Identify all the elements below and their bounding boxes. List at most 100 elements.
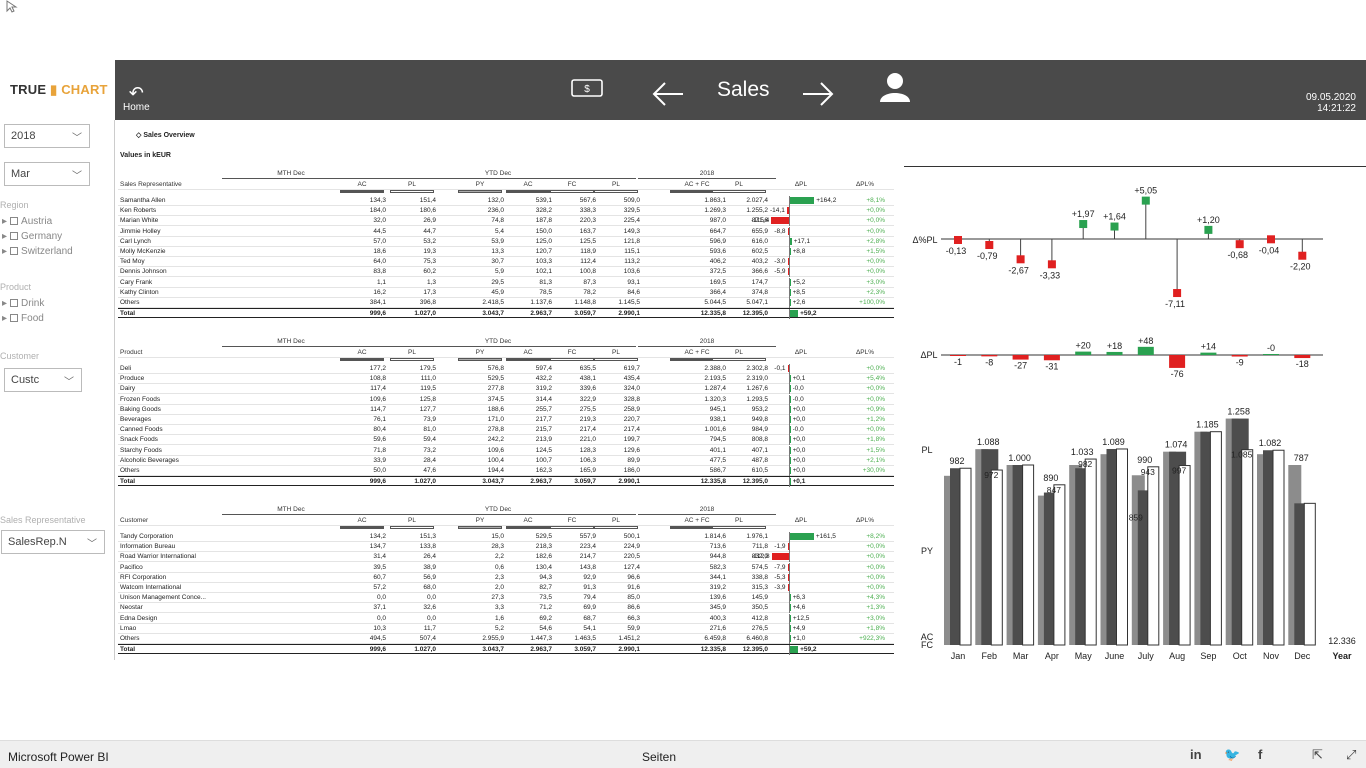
table-row[interactable]: Jimmie Holley 44,5 44,7 5,4 150,0 163,7 149,3 6…	[118, 226, 894, 237]
column-header: AC + FC	[684, 517, 710, 524]
table-row[interactable]: Road Warrior International 31,4 26,4 2,2 182…	[118, 552, 894, 563]
table-row[interactable]: Cary Frank 1,1 1,3 29,5 81,3 87,3 93,1 169,5 174…	[118, 277, 894, 288]
group-header: MTH Dec	[222, 506, 360, 515]
table-cell: +3,0%	[866, 614, 885, 622]
table-row[interactable]: Unison Management Conce... 0,0 0,0 27,3 73,5…	[118, 593, 894, 604]
axis-line	[789, 206, 790, 217]
table-row[interactable]: Dennis Johnson 83,8 60,2 5,9 102,1 100,8 103,6…	[118, 267, 894, 278]
table-row[interactable]: Canned Foods 80,4 81,0 278,8 215,7 217,4 217,4…	[118, 425, 894, 436]
table-row[interactable]: Pacifico 39,5 38,9 0,6 130,4 143,8 127,4 582,3 5…	[118, 562, 894, 573]
table-cell: 108,8	[369, 375, 386, 383]
table-cell: 832,0	[751, 553, 768, 561]
fullscreen-icon[interactable]: ⤢	[1346, 747, 1357, 762]
linkedin-icon[interactable]: in	[1190, 747, 1202, 762]
product-food-checkbox[interactable]: ▸ Food	[2, 313, 44, 324]
table-cell: +0,0%	[866, 584, 885, 591]
table-row[interactable]: Starchy Foods 71,8 73,2 109,6 124,5 128,3 129,…	[118, 445, 894, 456]
total-row[interactable]: Total 999,6 1.027,0 3.043,7 2.963,7 3.059,7 2.…	[118, 644, 894, 656]
table-cell: 1.451,2	[618, 635, 640, 642]
column-header: ΔPL	[794, 349, 808, 356]
powerbi-brand: Microsoft Power BI	[8, 750, 109, 764]
table-row[interactable]: Others 494,5 507,4 2.955,9 1.447,3 1.463,5 1.4…	[118, 634, 894, 644]
total-row[interactable]: Total 999,6 1.027,0 3.043,7 2.963,7 3.059,7 2.…	[118, 308, 894, 320]
pl-bar	[1022, 464, 1035, 646]
table-cell: 64,0	[373, 258, 386, 266]
table-row[interactable]: Snack Foods 59,6 59,4 242,2 213,9 221,0 199,7 7…	[118, 435, 894, 446]
table-row[interactable]: Baking Goods 114,7 127,7 188,6 255,7 275,5 258…	[118, 404, 894, 415]
table-row[interactable]: Dairy 117,4 119,5 277,8 319,2 339,6 324,0 1.287…	[118, 384, 894, 395]
table-row[interactable]: Edna Design 0,0 0,0 1,6 69,2 68,7 66,3 400,3 412…	[118, 613, 894, 624]
next-arrow-icon[interactable]	[801, 80, 835, 108]
total-row[interactable]: Total 999,6 1.027,0 3.043,7 2.963,7 3.059,7 2.…	[118, 476, 894, 488]
share-icon[interactable]: ⇱	[1312, 747, 1323, 762]
salesrep-dropdown[interactable]: SalesRep.N ﹀	[1, 530, 105, 554]
table-cell: 26,4	[423, 553, 436, 561]
region-germany-checkbox[interactable]: ▸ Germany	[2, 231, 63, 242]
table-row[interactable]: Ken Roberts 184,0 180,6 236,0 328,2 338,3 329,…	[118, 206, 894, 217]
table-cell: 165,9	[579, 467, 596, 474]
table-row[interactable]: Information Bureau 134,7 133,8 28,3 218,3 223…	[118, 542, 894, 553]
table-row[interactable]: Kathy Clinton 16,2 17,3 45,9 78,5 78,2 84,6 366…	[118, 287, 894, 298]
axis-line	[789, 572, 790, 583]
home-button[interactable]: ↶ Home	[123, 83, 150, 113]
table-cell: 213,9	[535, 436, 552, 444]
axis-line	[789, 364, 790, 374]
table-cell: 11,7	[423, 624, 436, 632]
customer-dropdown[interactable]: Custc ﹀	[4, 368, 82, 392]
table-row[interactable]: Neostar 37,1 32,6 3,3 71,2 69,9 86,6 345,9 350,5…	[118, 603, 894, 614]
table-row[interactable]: Others 384,1 396,8 2.418,5 1.137,6 1.148,8 1.1…	[118, 298, 894, 308]
table-cell: 945,1	[709, 405, 726, 413]
needle-marker	[1298, 251, 1307, 260]
table-row[interactable]: Beverages 76,1 73,9 171,0 217,7 219,3 220,7 938…	[118, 415, 894, 425]
region-austria-checkbox[interactable]: ▸ Austria	[2, 216, 53, 227]
row-label: RFI Corporation	[120, 573, 167, 581]
year-dropdown[interactable]: 2018 ﹀	[4, 124, 90, 148]
table-row[interactable]: Samantha Allen 134,3 151,4 132,0 539,1 567,6 5…	[118, 196, 894, 206]
table-cell: 128,3	[579, 446, 596, 454]
table-cell: 338,8	[751, 573, 768, 581]
facebook-icon[interactable]: f	[1258, 747, 1263, 762]
group-header: MTH Dec	[222, 338, 360, 347]
table-row[interactable]: RFI Corporation 60,7 56,9 2,3 94,3 92,9 96,6 34…	[118, 572, 894, 583]
table-cell: 30,7	[491, 258, 504, 266]
delta-label: +8,5	[792, 288, 806, 296]
data-label: 1.185	[1196, 420, 1219, 430]
user-icon[interactable]	[879, 72, 911, 102]
table-cell: 1,3	[426, 278, 436, 286]
table-cell: 27,3	[491, 594, 504, 602]
table-cell: 115,1	[624, 248, 640, 255]
table-row[interactable]: Alcoholic Beverages 33,9 28,4 100,4 100,7 106…	[118, 455, 894, 466]
row-label: Information Bureau	[120, 543, 176, 551]
table-cell: +0,0%	[866, 207, 885, 215]
table-row[interactable]: Carl Lynch 57,0 53,2 53,9 125,0 125,5 121,8 596…	[118, 236, 894, 247]
region-switzerland-checkbox[interactable]: ▸ Switzerland	[2, 246, 73, 257]
twitter-icon[interactable]: 🐦	[1224, 747, 1241, 762]
table-cell: 944,8	[709, 553, 726, 561]
table-row[interactable]: Deli 177,2 179,5 576,8 597,4 635,5 619,7 2.388,…	[118, 364, 894, 374]
table-row[interactable]: Marian White 32,0 26,9 74,8 187,8 220,3 225,4 9…	[118, 216, 894, 227]
axis-line	[789, 532, 790, 542]
delta-label: +8,8	[792, 248, 806, 255]
product-drink-checkbox[interactable]: ▸ Drink	[2, 298, 45, 309]
table-row[interactable]: Others 50,0 47,6 194,4 162,3 165,9 186,0 586,7 6…	[118, 466, 894, 476]
delta-bar	[1012, 355, 1029, 360]
delta-label: +5,2	[792, 278, 806, 286]
table-row[interactable]: Frozen Foods 109,6 125,8 374,5 314,4 322,9 328…	[118, 394, 894, 405]
table-row[interactable]: Lmao 10,3 11,7 5,2 54,6 54,1 59,9 271,6 276,5 +4,…	[118, 623, 894, 634]
delta-bar	[789, 237, 792, 245]
table-cell: 2,2	[494, 553, 504, 561]
table-cell: 53,2	[423, 237, 436, 245]
table-row[interactable]: Tandy Corporation 134,2 151,3 15,0 529,5 557,…	[118, 532, 894, 542]
month-dropdown[interactable]: Mar ﹀	[4, 162, 90, 186]
previous-arrow-icon[interactable]	[651, 80, 685, 108]
table-cell: 509,0	[623, 197, 640, 204]
table-cell: 2,0	[494, 584, 504, 591]
table-row[interactable]: Molly McKenzie 18,6 19,3 13,3 120,7 118,9 115,…	[118, 247, 894, 257]
money-icon[interactable]: $	[571, 79, 603, 97]
table-row[interactable]: Watcom International 57,2 68,0 2,0 82,7 91,3 9…	[118, 583, 894, 593]
month-tick: Sep	[1200, 651, 1216, 661]
table-row[interactable]: Ted Moy 64,0 75,3 30,7 103,3 112,4 113,2 406,2 4…	[118, 257, 894, 268]
axis-line	[789, 634, 790, 644]
table-row[interactable]: Produce 108,8 111,0 529,5 432,2 438,1 435,4 2.1…	[118, 374, 894, 385]
pages-button[interactable]: Seiten	[642, 750, 677, 764]
